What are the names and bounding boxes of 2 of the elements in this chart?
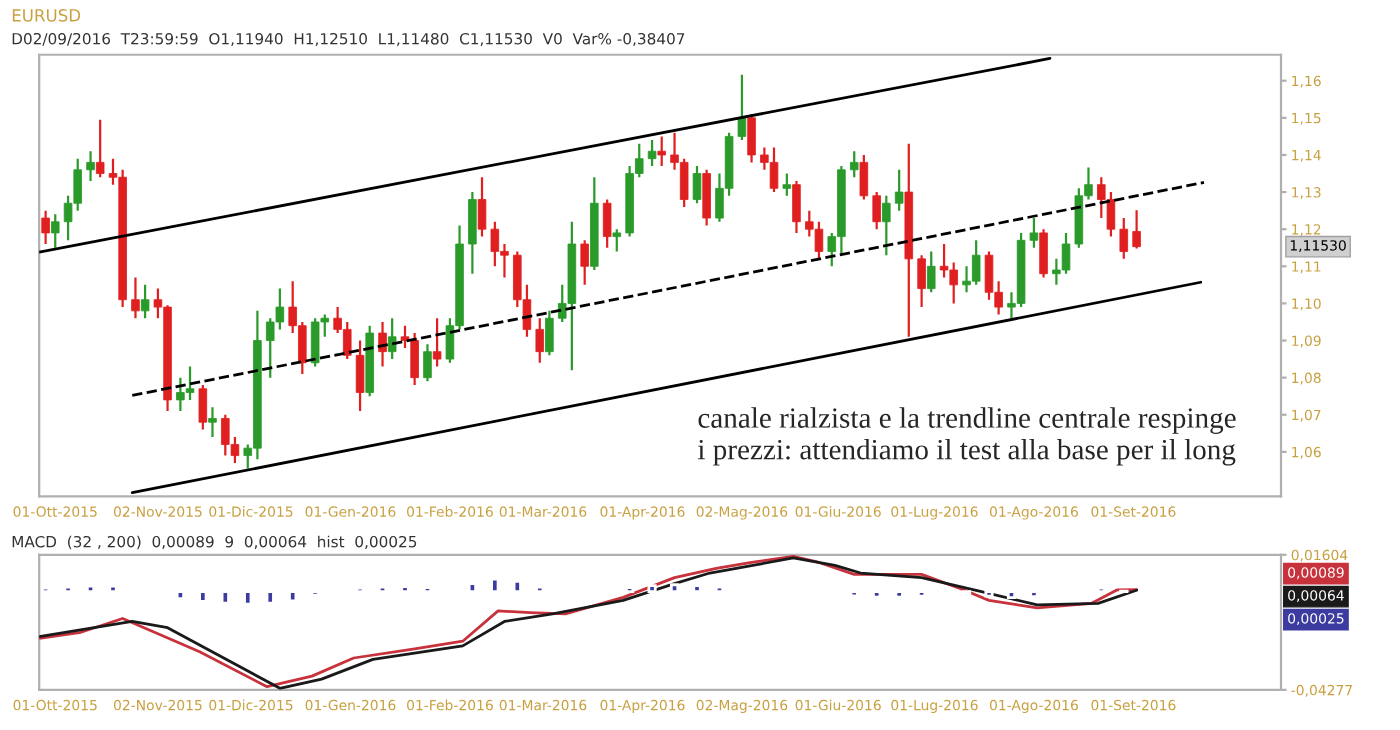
chart-title: EURUSD	[12, 9, 81, 22]
annotation: canale rialzista e la trendline centrale respinge i prezzi: attendiamo il test alla base per il long	[697, 407, 1236, 466]
